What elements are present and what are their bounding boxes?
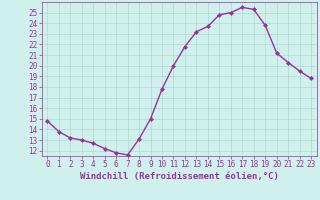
X-axis label: Windchill (Refroidissement éolien,°C): Windchill (Refroidissement éolien,°C) — [80, 172, 279, 181]
